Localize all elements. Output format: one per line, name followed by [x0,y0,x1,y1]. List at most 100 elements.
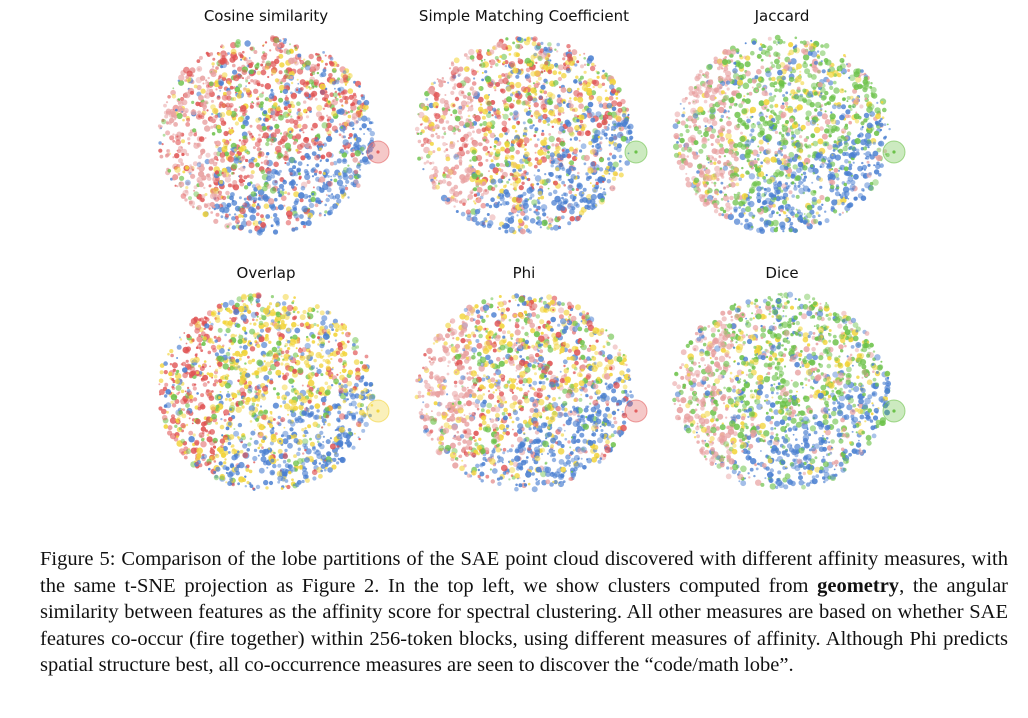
point [337,92,341,96]
point [211,341,215,344]
point [792,96,795,99]
point [342,123,344,126]
point [569,194,575,200]
point [548,48,553,53]
point [802,219,809,225]
point [508,226,515,234]
point [549,59,552,62]
point [353,141,360,148]
point [239,449,244,454]
point [861,161,864,165]
point [684,124,689,129]
point [193,185,198,190]
point [501,120,508,127]
point [478,161,483,167]
point [289,43,291,46]
point [701,83,705,87]
point [182,118,185,122]
point [597,193,604,200]
point [185,181,190,186]
point [305,85,309,89]
point [207,380,210,384]
point [414,126,420,132]
point [840,128,847,134]
point [218,74,223,79]
point [580,194,583,197]
point [422,168,425,171]
point [226,90,232,96]
point [783,186,789,192]
point [769,82,775,88]
point [568,162,571,164]
point [745,153,750,158]
point [332,173,337,178]
point [770,110,773,113]
point [812,172,816,175]
point [291,130,293,132]
point [544,56,549,61]
point [500,53,507,60]
point [179,175,185,181]
point [848,147,851,149]
point [612,171,618,177]
point [475,154,483,162]
point [176,135,179,138]
point [250,102,253,105]
point [250,303,253,306]
point [182,441,188,446]
point [510,207,518,214]
point [721,175,725,179]
point [863,146,867,151]
point [306,155,311,160]
point [852,88,858,94]
point [241,69,248,75]
point [828,170,831,173]
point [231,184,236,188]
point [564,192,568,197]
point [781,83,785,87]
point [546,216,549,219]
point [476,70,479,73]
point [767,142,770,145]
point [686,146,693,153]
point [568,103,574,109]
point [773,181,777,186]
point [775,114,782,121]
point [181,139,185,144]
point [812,116,819,123]
point [533,83,539,89]
point [163,103,167,108]
point [305,60,311,67]
point [534,175,542,182]
point [282,372,284,375]
point [819,107,823,111]
point [733,167,740,173]
point [624,160,630,166]
point [773,186,779,192]
point [687,115,694,122]
point [773,81,778,85]
point [266,137,271,142]
point [846,180,851,185]
point [456,140,459,143]
point [751,79,757,84]
point [287,192,291,196]
point [703,193,708,198]
point [452,86,456,90]
point [761,87,765,91]
point [496,58,500,62]
point [251,135,254,138]
point [286,434,292,440]
point [270,132,277,139]
point [219,180,224,184]
point [875,120,880,126]
point [720,67,724,70]
point [292,204,297,210]
point [243,143,246,146]
point [784,165,789,171]
point [234,215,239,220]
point [313,172,318,176]
point [556,137,561,143]
point [757,166,760,169]
point [485,139,490,144]
